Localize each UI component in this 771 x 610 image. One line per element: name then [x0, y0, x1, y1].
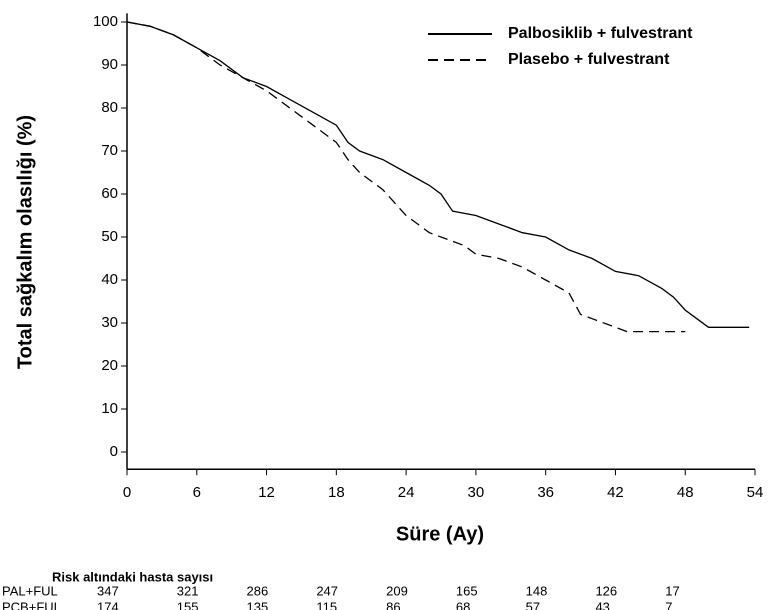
y-tick-label: 70 [101, 142, 118, 159]
risk-count: 17 [665, 583, 679, 598]
risk-row-label: PCB+FUL [2, 599, 61, 610]
x-tick-label: 6 [193, 484, 201, 501]
y-tick-label: 80 [101, 99, 118, 116]
x-axis-label: Süre (Ay) [396, 523, 484, 545]
x-tick-label: 18 [328, 484, 345, 501]
risk-count: 165 [456, 583, 478, 598]
x-tick-label: 42 [607, 484, 624, 501]
y-tick-label: 60 [101, 185, 118, 202]
legend-label: Plasebo + fulvestrant [508, 51, 670, 68]
risk-count: 347 [97, 583, 119, 598]
risk-count: 7 [665, 599, 672, 610]
x-tick-label: 48 [677, 484, 694, 501]
y-tick-label: 30 [101, 314, 118, 331]
y-axis-label: Total sağkalım olasılığı (%) [14, 115, 36, 369]
risk-count: 247 [316, 583, 338, 598]
y-tick-label: 0 [110, 443, 118, 460]
risk-count: 86 [386, 599, 400, 610]
risk-count: 126 [595, 583, 617, 598]
risk-count: 57 [526, 599, 540, 610]
y-tick-label: 40 [101, 271, 118, 288]
risk-count: 148 [526, 583, 548, 598]
risk-row-label: PAL+FUL [2, 583, 58, 598]
y-tick-label: 90 [101, 56, 118, 73]
risk-count: 321 [177, 583, 199, 598]
x-tick-label: 24 [398, 484, 415, 501]
risk-count: 286 [247, 583, 269, 598]
x-tick-label: 36 [537, 484, 554, 501]
legend-label: Palbosiklib + fulvestrant [508, 25, 693, 42]
x-tick-label: 12 [258, 484, 275, 501]
x-tick-label: 0 [123, 484, 131, 501]
risk-count: 174 [97, 599, 119, 610]
x-tick-label: 54 [747, 484, 764, 501]
y-tick-label: 20 [101, 357, 118, 374]
risk-count: 43 [595, 599, 609, 610]
survival-curve [126, 21, 686, 333]
y-tick-label: 50 [101, 228, 118, 245]
y-tick-label: 10 [101, 400, 118, 417]
risk-count: 209 [386, 583, 408, 598]
risk-count: 68 [456, 599, 470, 610]
risk-count: 135 [247, 599, 269, 610]
risk-count: 115 [316, 599, 337, 610]
y-tick-label: 100 [93, 13, 118, 30]
x-tick-label: 30 [468, 484, 485, 501]
risk-title: Risk altındaki hasta sayısı [52, 569, 213, 584]
risk-count: 155 [177, 599, 199, 610]
